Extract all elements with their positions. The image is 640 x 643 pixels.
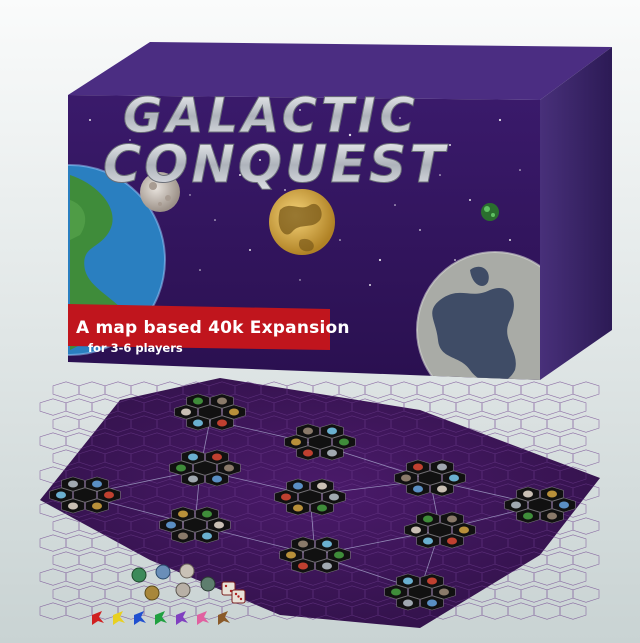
player-marker: [218, 611, 230, 625]
game-box: GALACTIC CONQUEST: [68, 42, 612, 380]
star-system: [404, 511, 476, 549]
game-board: [39, 378, 600, 628]
star-system: [274, 478, 346, 516]
star-system: [384, 573, 456, 611]
dice-group: [221, 581, 246, 604]
star-system: [279, 536, 351, 574]
gold-planet: [269, 189, 335, 255]
star-system: [159, 506, 231, 544]
token-4: [144, 585, 160, 601]
player-markers: [92, 611, 230, 625]
box-top: [68, 42, 612, 100]
token-6: [200, 576, 216, 592]
star-system: [174, 393, 246, 431]
token-1: [131, 567, 147, 583]
player-marker: [134, 611, 146, 625]
banner-tagline: A map based 40k Expansion: [76, 318, 350, 338]
player-marker: [155, 611, 167, 625]
banner-subtitle: for 3-6 players: [88, 341, 183, 355]
token-3: [179, 563, 195, 579]
title-line-1: GALACTIC: [123, 88, 419, 144]
star-system: [284, 423, 356, 461]
player-marker: [92, 611, 104, 625]
star-system: [169, 449, 241, 487]
green-planet: [481, 203, 499, 221]
token-5: [175, 582, 191, 598]
star-system: [504, 486, 576, 524]
title-line-2: CONQUEST: [103, 135, 448, 195]
box-side: [540, 47, 612, 380]
moon-planet: [140, 172, 180, 212]
tokens-group: [131, 563, 216, 601]
star-system: [394, 459, 466, 497]
player-marker: [113, 611, 125, 625]
star-systems: [49, 393, 576, 611]
grey-planet: [416, 251, 540, 380]
token-2: [155, 564, 171, 580]
star-system: [49, 476, 121, 514]
player-marker: [176, 611, 188, 625]
player-marker: [197, 611, 209, 625]
banner: [68, 304, 330, 350]
